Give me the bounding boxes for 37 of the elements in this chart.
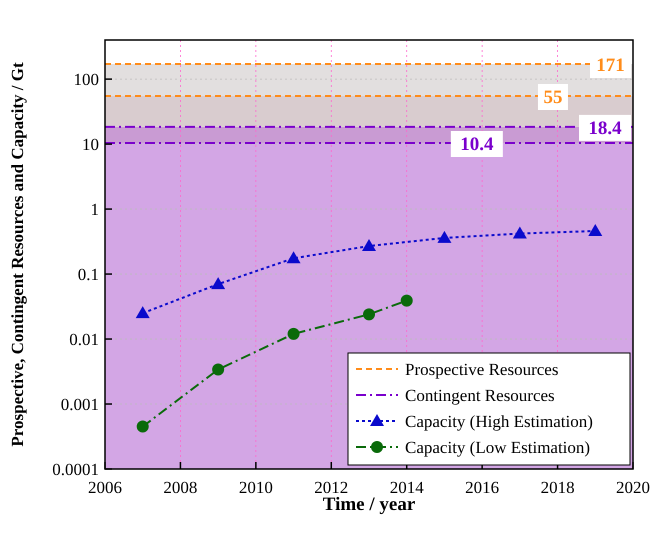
x-tick-label: 2008 xyxy=(163,478,198,497)
x-tick-label: 2010 xyxy=(238,478,273,497)
x-tick-label: 2014 xyxy=(390,478,424,497)
y-tick-label: 100 xyxy=(74,70,99,90)
legend-label: Capacity (High Estimation) xyxy=(405,412,593,431)
legend-label: Capacity (Low Estimation) xyxy=(405,438,590,457)
x-tick-label: 2012 xyxy=(314,478,348,497)
x-tick-label: 2016 xyxy=(465,478,500,497)
point xyxy=(212,363,224,376)
data-label: 171 xyxy=(596,54,625,76)
ref-line-label: 55 xyxy=(543,86,562,108)
point xyxy=(362,239,376,252)
x-tick-label: 2018 xyxy=(540,478,575,497)
x-tick-label: 2020 xyxy=(616,478,650,497)
point xyxy=(288,328,300,340)
y-tick-label: 1 xyxy=(90,200,99,220)
ref-line-label: 10.4 xyxy=(460,134,494,155)
legend-label: Contingent Resources xyxy=(405,386,555,405)
point xyxy=(512,226,527,239)
point xyxy=(211,277,226,290)
y-tick-label: 0.001 xyxy=(60,395,99,414)
point xyxy=(136,420,149,433)
point xyxy=(363,308,375,320)
point xyxy=(400,294,413,307)
y-tick-label: 0.0001 xyxy=(52,460,99,479)
point xyxy=(136,306,150,318)
point xyxy=(286,251,301,264)
point xyxy=(437,230,452,243)
x-axis-title: Time / year xyxy=(322,494,416,515)
y-axis-title: Prospective, Contingent Resources and Capacity / Gt xyxy=(8,62,27,447)
y-tick-label: 0.01 xyxy=(69,330,99,350)
legend-label: Prospective Resources xyxy=(405,360,558,379)
data-label: 18.4 xyxy=(588,118,622,139)
x-tick-label: 2006 xyxy=(88,478,122,497)
y-tick-label: 10 xyxy=(82,135,99,154)
point xyxy=(588,224,602,236)
y-tick-label: 0.1 xyxy=(78,265,99,284)
